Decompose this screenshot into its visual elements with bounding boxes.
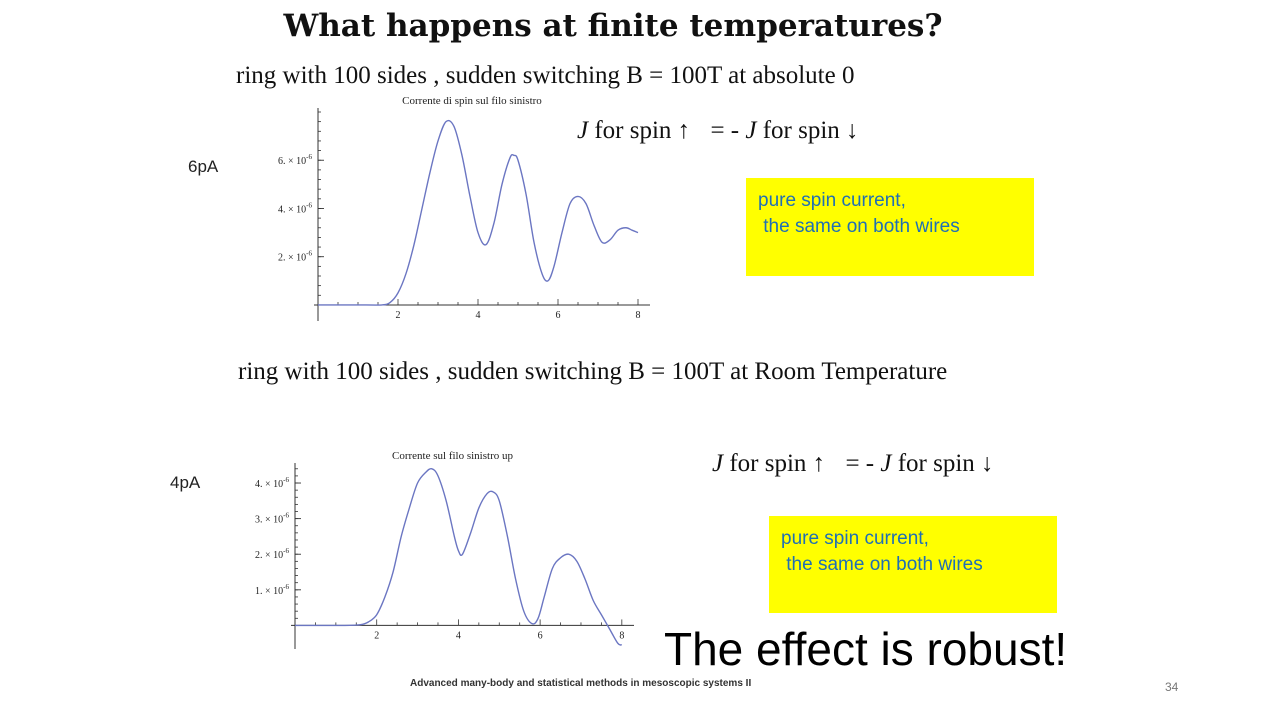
chart-title: Corrente di spin sul filo sinistro (402, 95, 542, 107)
caption-absolute-zero: ring with 100 sides , sudden switching B… (236, 62, 855, 89)
page-number: 34 (1165, 680, 1179, 694)
spin-current-formula-top: J for spin ↑ = - J for spin ↓ (577, 117, 859, 145)
unit-label-4pa: 4pA (170, 473, 201, 492)
note-line: pure spin current, (758, 190, 906, 211)
spin-current-chart-room-temperature: Corrente sul filo sinistro up 2 4 6 8 1. × 10… (255, 450, 634, 649)
note-line: the same on both wires (758, 216, 960, 237)
y-tick-label: 2. × 10-6 (278, 250, 312, 264)
pure-spin-current-note-top: pure spin current, the same on both wire… (746, 178, 1034, 276)
y-tick-label: 2. × 10-6 (255, 547, 289, 561)
x-tick-label: 8 (636, 310, 641, 321)
footer-course-title: Advanced many-body and statistical metho… (410, 678, 752, 689)
spin-current-formula-bottom: J for spin ↑ = - J for spin ↓ (712, 450, 994, 478)
note-line: the same on both wires (781, 554, 983, 575)
formula-for-spin-up: for spin ↑ (594, 117, 691, 144)
formula-j: J (712, 450, 724, 477)
formula-j: J (577, 117, 589, 144)
series-line (294, 467, 623, 646)
x-tick-label: 8 (619, 630, 624, 641)
formula-for-spin-down: for spin ↓ (762, 117, 859, 144)
y-tick-label: 6. × 10-6 (278, 153, 312, 167)
unit-label-6pa: 6pA (188, 157, 219, 176)
formula-for-spin-down: for spin ↓ (897, 450, 994, 477)
formula-for-spin-up: for spin ↑ (729, 450, 826, 477)
x-tick-label: 2 (374, 630, 379, 641)
y-tick-label: 4. × 10-6 (255, 476, 289, 490)
x-tick-label: 4 (476, 310, 481, 321)
formula-j: J (745, 117, 757, 144)
slide-title: What happens at finite temperatures? (283, 8, 943, 44)
formula-j: J (880, 450, 892, 477)
spin-current-chart-absolute-zero: Corrente di spin sul filo sinistro 2 4 6 8 2.… (278, 95, 650, 321)
formula-equals-minus: = - (710, 117, 740, 144)
x-tick-label: 4 (456, 630, 461, 641)
x-tick-label: 6 (538, 630, 543, 641)
chart-title: Corrente sul filo sinistro up (392, 450, 513, 462)
x-tick-label: 6 (556, 310, 561, 321)
caption-room-temperature: ring with 100 sides , sudden switching B… (238, 358, 948, 385)
y-tick-label: 4. × 10-6 (278, 201, 312, 215)
conclusion-text: The effect is robust! (664, 623, 1068, 675)
note-line: pure spin current, (781, 528, 929, 549)
x-tick-label: 2 (396, 310, 401, 321)
formula-equals-minus: = - (845, 450, 875, 477)
y-tick-label: 3. × 10-6 (255, 512, 289, 526)
pure-spin-current-note-bottom: pure spin current, the same on both wire… (769, 516, 1057, 613)
y-tick-label: 1. × 10-6 (255, 583, 289, 597)
series-line (317, 119, 639, 306)
